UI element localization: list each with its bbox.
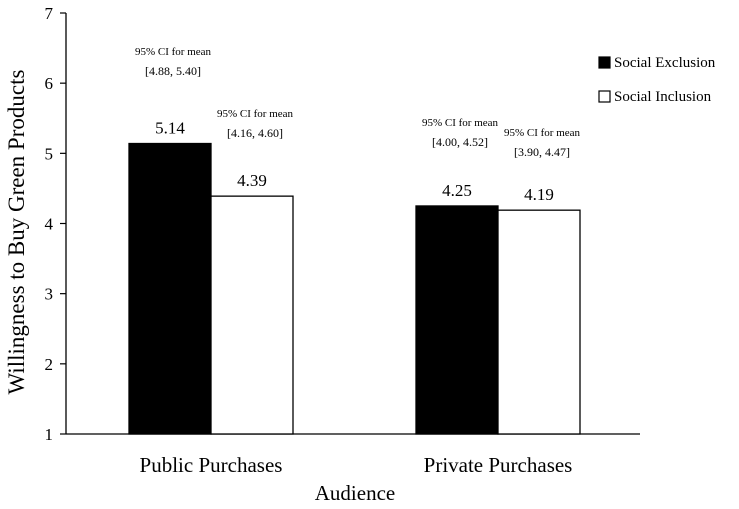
x-tick-label: Public Purchases	[140, 453, 283, 477]
bars	[128, 142, 581, 435]
data-label: 5.14	[155, 119, 185, 138]
axes: 1 2 3 4 5 6 7 Public Purchases Private Purchases	[45, 4, 640, 477]
y-tick-label: 7	[45, 4, 54, 23]
data-label: 4.25	[442, 181, 472, 200]
bar	[128, 142, 212, 435]
ci-label: 95% CI for mean	[217, 108, 294, 120]
legend: Social Exclusion Social Inclusion	[598, 55, 716, 105]
bar	[415, 205, 499, 435]
x-tick-label: Private Purchases	[424, 453, 573, 477]
ci-value: [4.16, 4.60]	[227, 126, 283, 140]
y-tick-label: 6	[45, 74, 54, 93]
y-axis-label: Willingness to Buy Green Products	[4, 70, 29, 395]
data-label: 4.19	[524, 185, 554, 204]
bar	[497, 209, 581, 435]
ci-label: 95% CI for mean	[504, 127, 581, 139]
y-tick-label: 3	[45, 285, 54, 304]
legend-label: Social Inclusion	[614, 89, 712, 105]
data-label: 4.39	[237, 171, 267, 190]
y-tick-label: 1	[45, 425, 54, 444]
legend-swatch	[598, 90, 611, 103]
y-tick-label: 2	[45, 355, 54, 374]
legend-label: Social Exclusion	[614, 55, 716, 71]
ci-value: [4.88, 5.40]	[145, 64, 201, 78]
y-tick-label: 4	[45, 215, 54, 234]
ci-label: 95% CI for mean	[135, 46, 212, 58]
x-axis-label: Audience	[315, 481, 395, 505]
ci-value: [4.00, 4.52]	[432, 135, 488, 149]
y-tick-label: 5	[45, 144, 54, 163]
ci-value: [3.90, 4.47]	[514, 145, 570, 159]
legend-swatch	[598, 56, 611, 69]
ci-label: 95% CI for mean	[422, 117, 499, 129]
bar	[210, 195, 294, 435]
annotations: 5.14 95% CI for mean [4.88, 5.40] 4.25 95% C…	[135, 46, 581, 204]
